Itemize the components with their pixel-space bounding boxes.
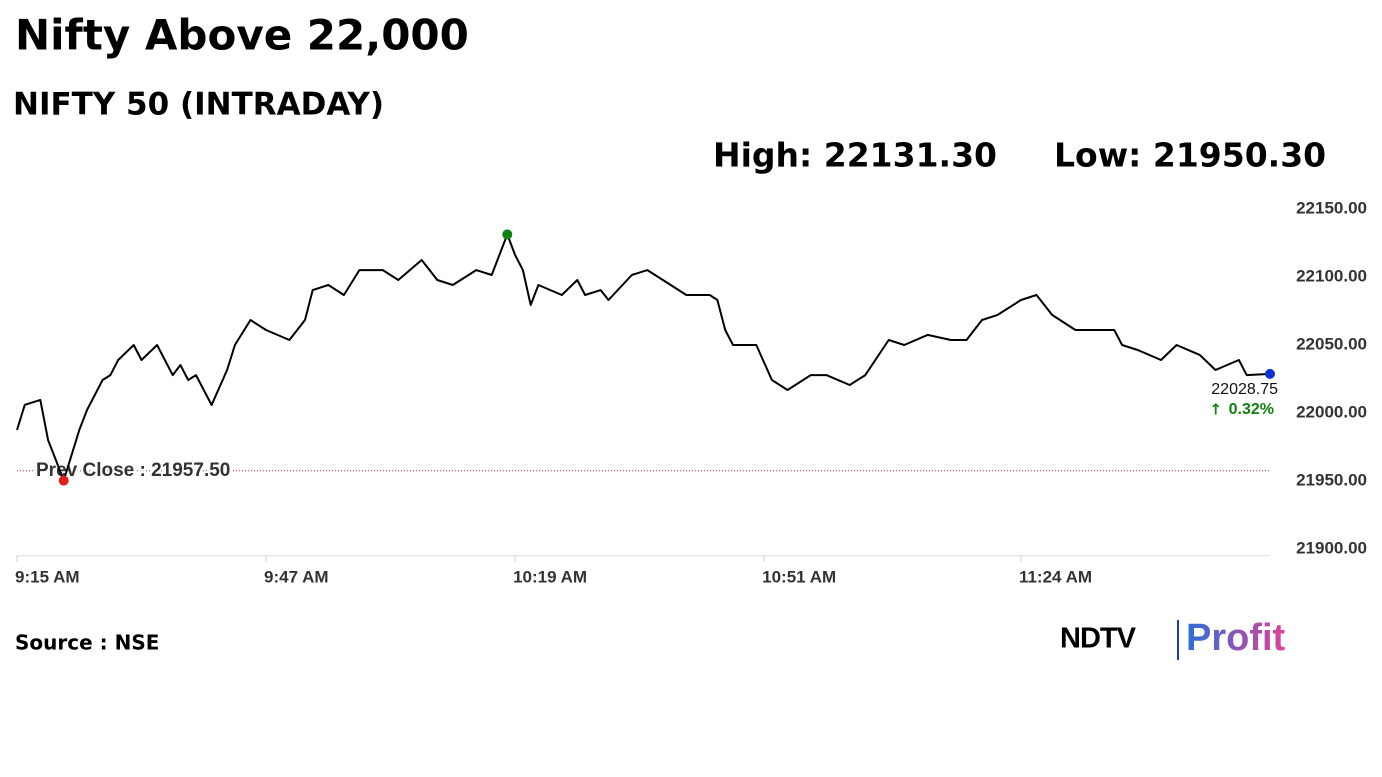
- x-tick-label: 9:47 AM: [264, 567, 329, 586]
- y-tick-label: 21900.00: [1296, 538, 1367, 557]
- last-value-label: 22028.75: [1211, 381, 1278, 398]
- logo-profit: Profit: [1186, 617, 1286, 659]
- price-line: [16, 233, 1271, 482]
- y-tick-label: 21950.00: [1296, 470, 1367, 489]
- x-tick-label: 10:51 AM: [762, 567, 836, 586]
- low-label: Low: 21950.30: [1054, 136, 1326, 175]
- x-tick-label: 10:19 AM: [513, 567, 587, 586]
- x-tick-label: 11:24 AM: [1019, 567, 1092, 586]
- chart-subtitle: NIFTY 50 (INTRADAY): [13, 87, 384, 123]
- change-label: 0.32%: [1229, 401, 1274, 418]
- high-marker: [502, 229, 513, 240]
- y-tick-label: 22150.00: [1296, 198, 1367, 217]
- y-tick-label: 22100.00: [1296, 266, 1367, 285]
- high-label: High: 22131.30: [713, 136, 997, 175]
- y-tick-label: 22000.00: [1296, 402, 1367, 421]
- logo-ndtv: NDTV: [1060, 623, 1137, 655]
- change-arrow: ↑: [1209, 400, 1222, 418]
- x-tick-label: 9:15 AM: [15, 567, 80, 586]
- chart-title: Nifty Above 22,000: [15, 11, 469, 60]
- low-marker: [58, 475, 69, 486]
- last-marker: [1265, 368, 1275, 379]
- y-tick-label: 22050.00: [1296, 334, 1367, 353]
- source: Source : NSE: [15, 631, 159, 655]
